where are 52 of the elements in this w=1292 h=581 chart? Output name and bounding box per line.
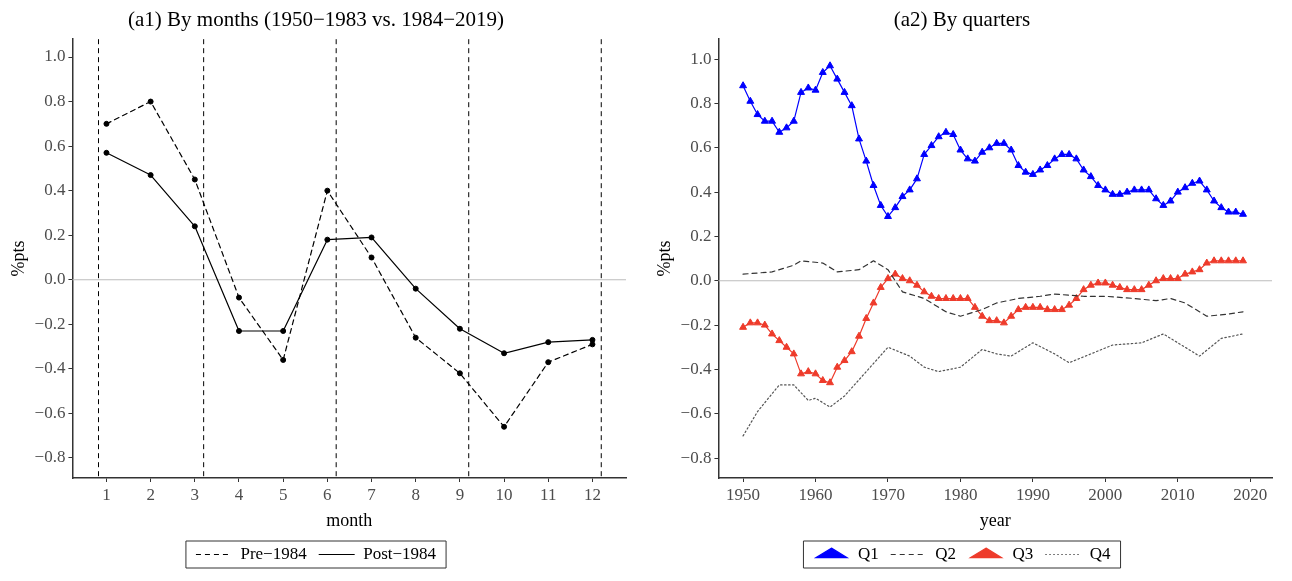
y-tick-label: 0.4 (690, 181, 712, 201)
x-axis-title: year (979, 509, 1011, 530)
y-axis-title: %pts (653, 240, 674, 277)
x-tick-label: 9 (455, 484, 465, 504)
x-tick-label: 2000 (1088, 484, 1123, 504)
y-tick-label: −0.2 (680, 314, 712, 334)
x-tick-label: 7 (367, 484, 377, 504)
legend-label: Post−1984 (363, 543, 437, 563)
y-tick-label: 0.2 (44, 224, 66, 244)
legend-label: Q2 (935, 543, 956, 563)
y-tick-label: −0.4 (680, 358, 712, 378)
y-axis-title: %pts (7, 240, 28, 277)
legend-label: Q1 (857, 543, 879, 563)
y-tick-label: 0.0 (44, 269, 66, 289)
legend-label: Pre−1984 (240, 543, 308, 563)
y-tick-label: 0.6 (44, 135, 66, 155)
x-tick-label: 8 (411, 484, 420, 504)
x-tick-label: 1990 (1015, 484, 1050, 504)
chart-title: (a2) By quarters (893, 7, 1031, 32)
y-tick-label: 1.0 (44, 46, 66, 66)
x-tick-label: 2 (146, 484, 155, 504)
legend-label: Q3 (1012, 543, 1034, 563)
x-tick-label: 6 (323, 484, 332, 504)
x-tick-label: 1 (102, 484, 111, 504)
y-tick-label: 0.2 (690, 225, 712, 245)
y-tick-label: 0.0 (690, 270, 712, 290)
y-tick-label: 0.8 (690, 92, 712, 112)
chart-title: (a1) By months (1950−1983 vs. 1984−2019) (127, 7, 505, 32)
y-tick-label: 0.6 (690, 137, 712, 157)
x-tick-label: 1960 (798, 484, 833, 504)
y-tick-label: −0.2 (34, 313, 66, 333)
x-tick-label: 1980 (943, 484, 978, 504)
x-tick-label: 5 (278, 484, 288, 504)
x-tick-label: 10 (495, 484, 513, 504)
y-tick-label: −0.6 (34, 402, 66, 422)
y-tick-label: 0.4 (44, 180, 66, 200)
legend-label: Q4 (1089, 543, 1112, 563)
x-axis-title: month (326, 509, 373, 530)
y-tick-label: −0.8 (680, 447, 712, 467)
x-tick-label: 11 (540, 484, 557, 504)
x-tick-label: 4 (234, 484, 244, 504)
x-tick-label: 1970 (870, 484, 905, 504)
y-tick-label: 0.8 (44, 91, 66, 111)
x-tick-label: 12 (583, 484, 601, 504)
x-tick-label: 2010 (1160, 484, 1195, 504)
y-tick-label: −0.6 (680, 403, 712, 423)
y-tick-label: −0.8 (34, 447, 66, 467)
x-tick-label: 2020 (1233, 484, 1268, 504)
y-tick-label: 1.0 (690, 48, 712, 68)
y-tick-label: −0.4 (34, 358, 66, 378)
x-tick-label: 1950 (726, 484, 761, 504)
x-tick-label: 3 (190, 484, 200, 504)
